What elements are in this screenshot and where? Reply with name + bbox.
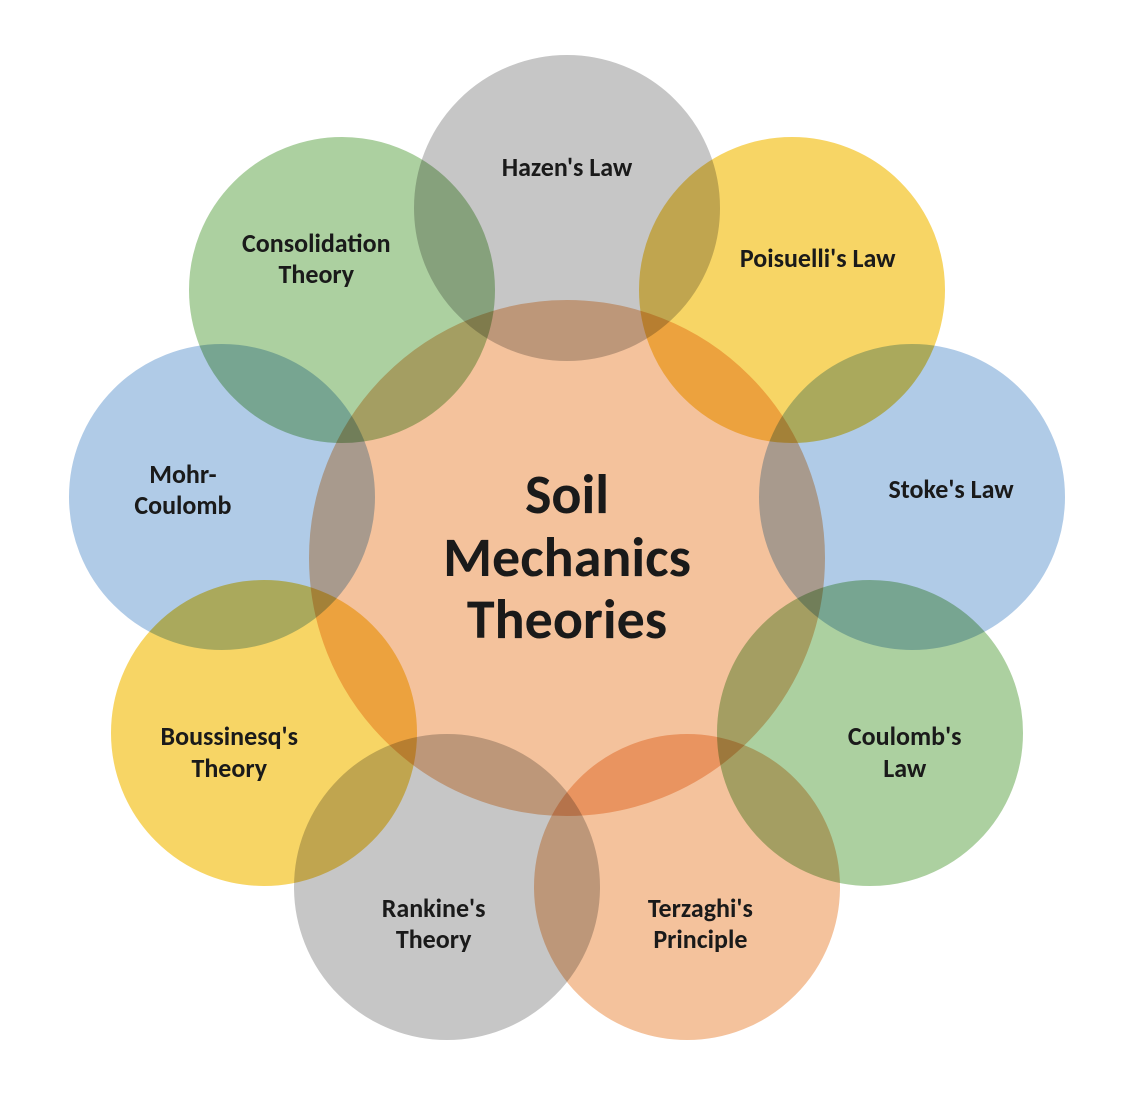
center-title-line3: Theories [467,589,667,652]
node-label-line1: Coulomb's [848,721,962,753]
node-label-poisuelli: Poisuelli's Law [708,214,928,304]
center-title-line1: Soil [525,464,609,527]
node-label-line1: Mohr- [149,459,216,491]
node-label-line2: Coulomb [134,490,231,522]
node-label-line2: Theory [191,753,267,785]
node-label-terzaghi: Terzaghi'sPrinciple [590,879,810,969]
node-label-line1: Consolidation [242,228,391,260]
node-label-line2: Law [883,753,926,785]
soil-mechanics-diagram: Soil Mechanics Theories Hazen's Law Poisu… [0,0,1134,1116]
node-label-line1: Hazen's Law [502,152,633,184]
node-label-mohr: Mohr-Coulomb [73,445,293,535]
node-label-rankine: Rankine'sTheory [324,879,544,969]
node-label-hazen: Hazen's Law [457,123,677,213]
node-label-boussinesq: Boussinesq'sTheory [119,708,339,798]
node-label-stoke: Stoke's Law [841,445,1061,535]
node-label-line2: Theory [396,924,472,956]
node-label-coulomb: Coulomb'sLaw [795,708,1015,798]
node-label-line1: Rankine's [382,893,486,925]
node-label-line2: Principle [653,924,747,956]
node-label-line1: Poisuelli's Law [740,243,896,275]
node-label-line1: Terzaghi's [648,893,753,925]
center-title: Soil Mechanics Theories [307,298,827,818]
node-label-line2: Theory [279,259,355,291]
node-label-consolidation: ConsolidationTheory [206,214,426,304]
node-label-line1: Boussinesq's [161,721,298,753]
center-title-line2: Mechanics [443,527,691,590]
node-label-line1: Stoke's Law [888,474,1013,506]
